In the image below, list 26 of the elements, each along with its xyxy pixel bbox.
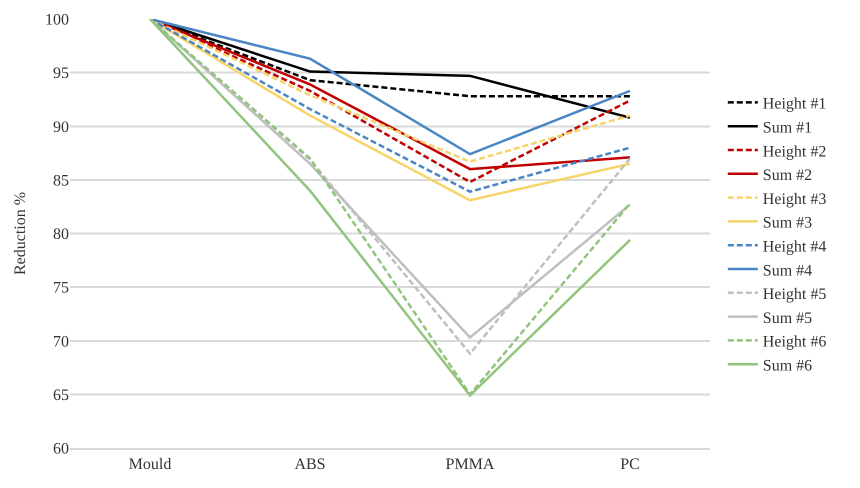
legend-label: Sum #4: [762, 262, 812, 280]
legend-label: Height #3: [762, 190, 826, 208]
x-tick-label: ABS: [294, 456, 326, 473]
y-tick-label: 95: [53, 65, 69, 82]
legend-label: Height #6: [762, 334, 826, 351]
legend-label: Sum #1: [762, 119, 812, 136]
y-tick-label: 75: [53, 280, 69, 297]
y-tick-label: 80: [53, 226, 69, 244]
legend-label: Sum #5: [762, 310, 812, 327]
x-tick-label: Mould: [128, 456, 172, 473]
legend-label: Sum #2: [762, 167, 812, 184]
legend-label: Sum #6: [762, 357, 812, 374]
y-tick-label: 100: [45, 12, 69, 29]
y-tick-label: 60: [53, 440, 69, 458]
legend-label: Height #4: [762, 238, 826, 256]
x-tick-label: PMMA: [446, 456, 495, 473]
x-tick-label: PC: [620, 456, 640, 473]
y-tick-label: 90: [53, 118, 69, 136]
legend-label: Height #2: [762, 143, 826, 160]
y-tick-label: 70: [53, 333, 69, 350]
y-tick-label: 85: [53, 172, 69, 190]
legend-label: Sum #3: [762, 214, 812, 232]
legend-label: Height #5: [762, 286, 826, 304]
legend-label: Height #1: [762, 96, 826, 113]
y-tick-label: 65: [53, 386, 69, 404]
y-axis-title: Reduction %: [12, 192, 29, 276]
